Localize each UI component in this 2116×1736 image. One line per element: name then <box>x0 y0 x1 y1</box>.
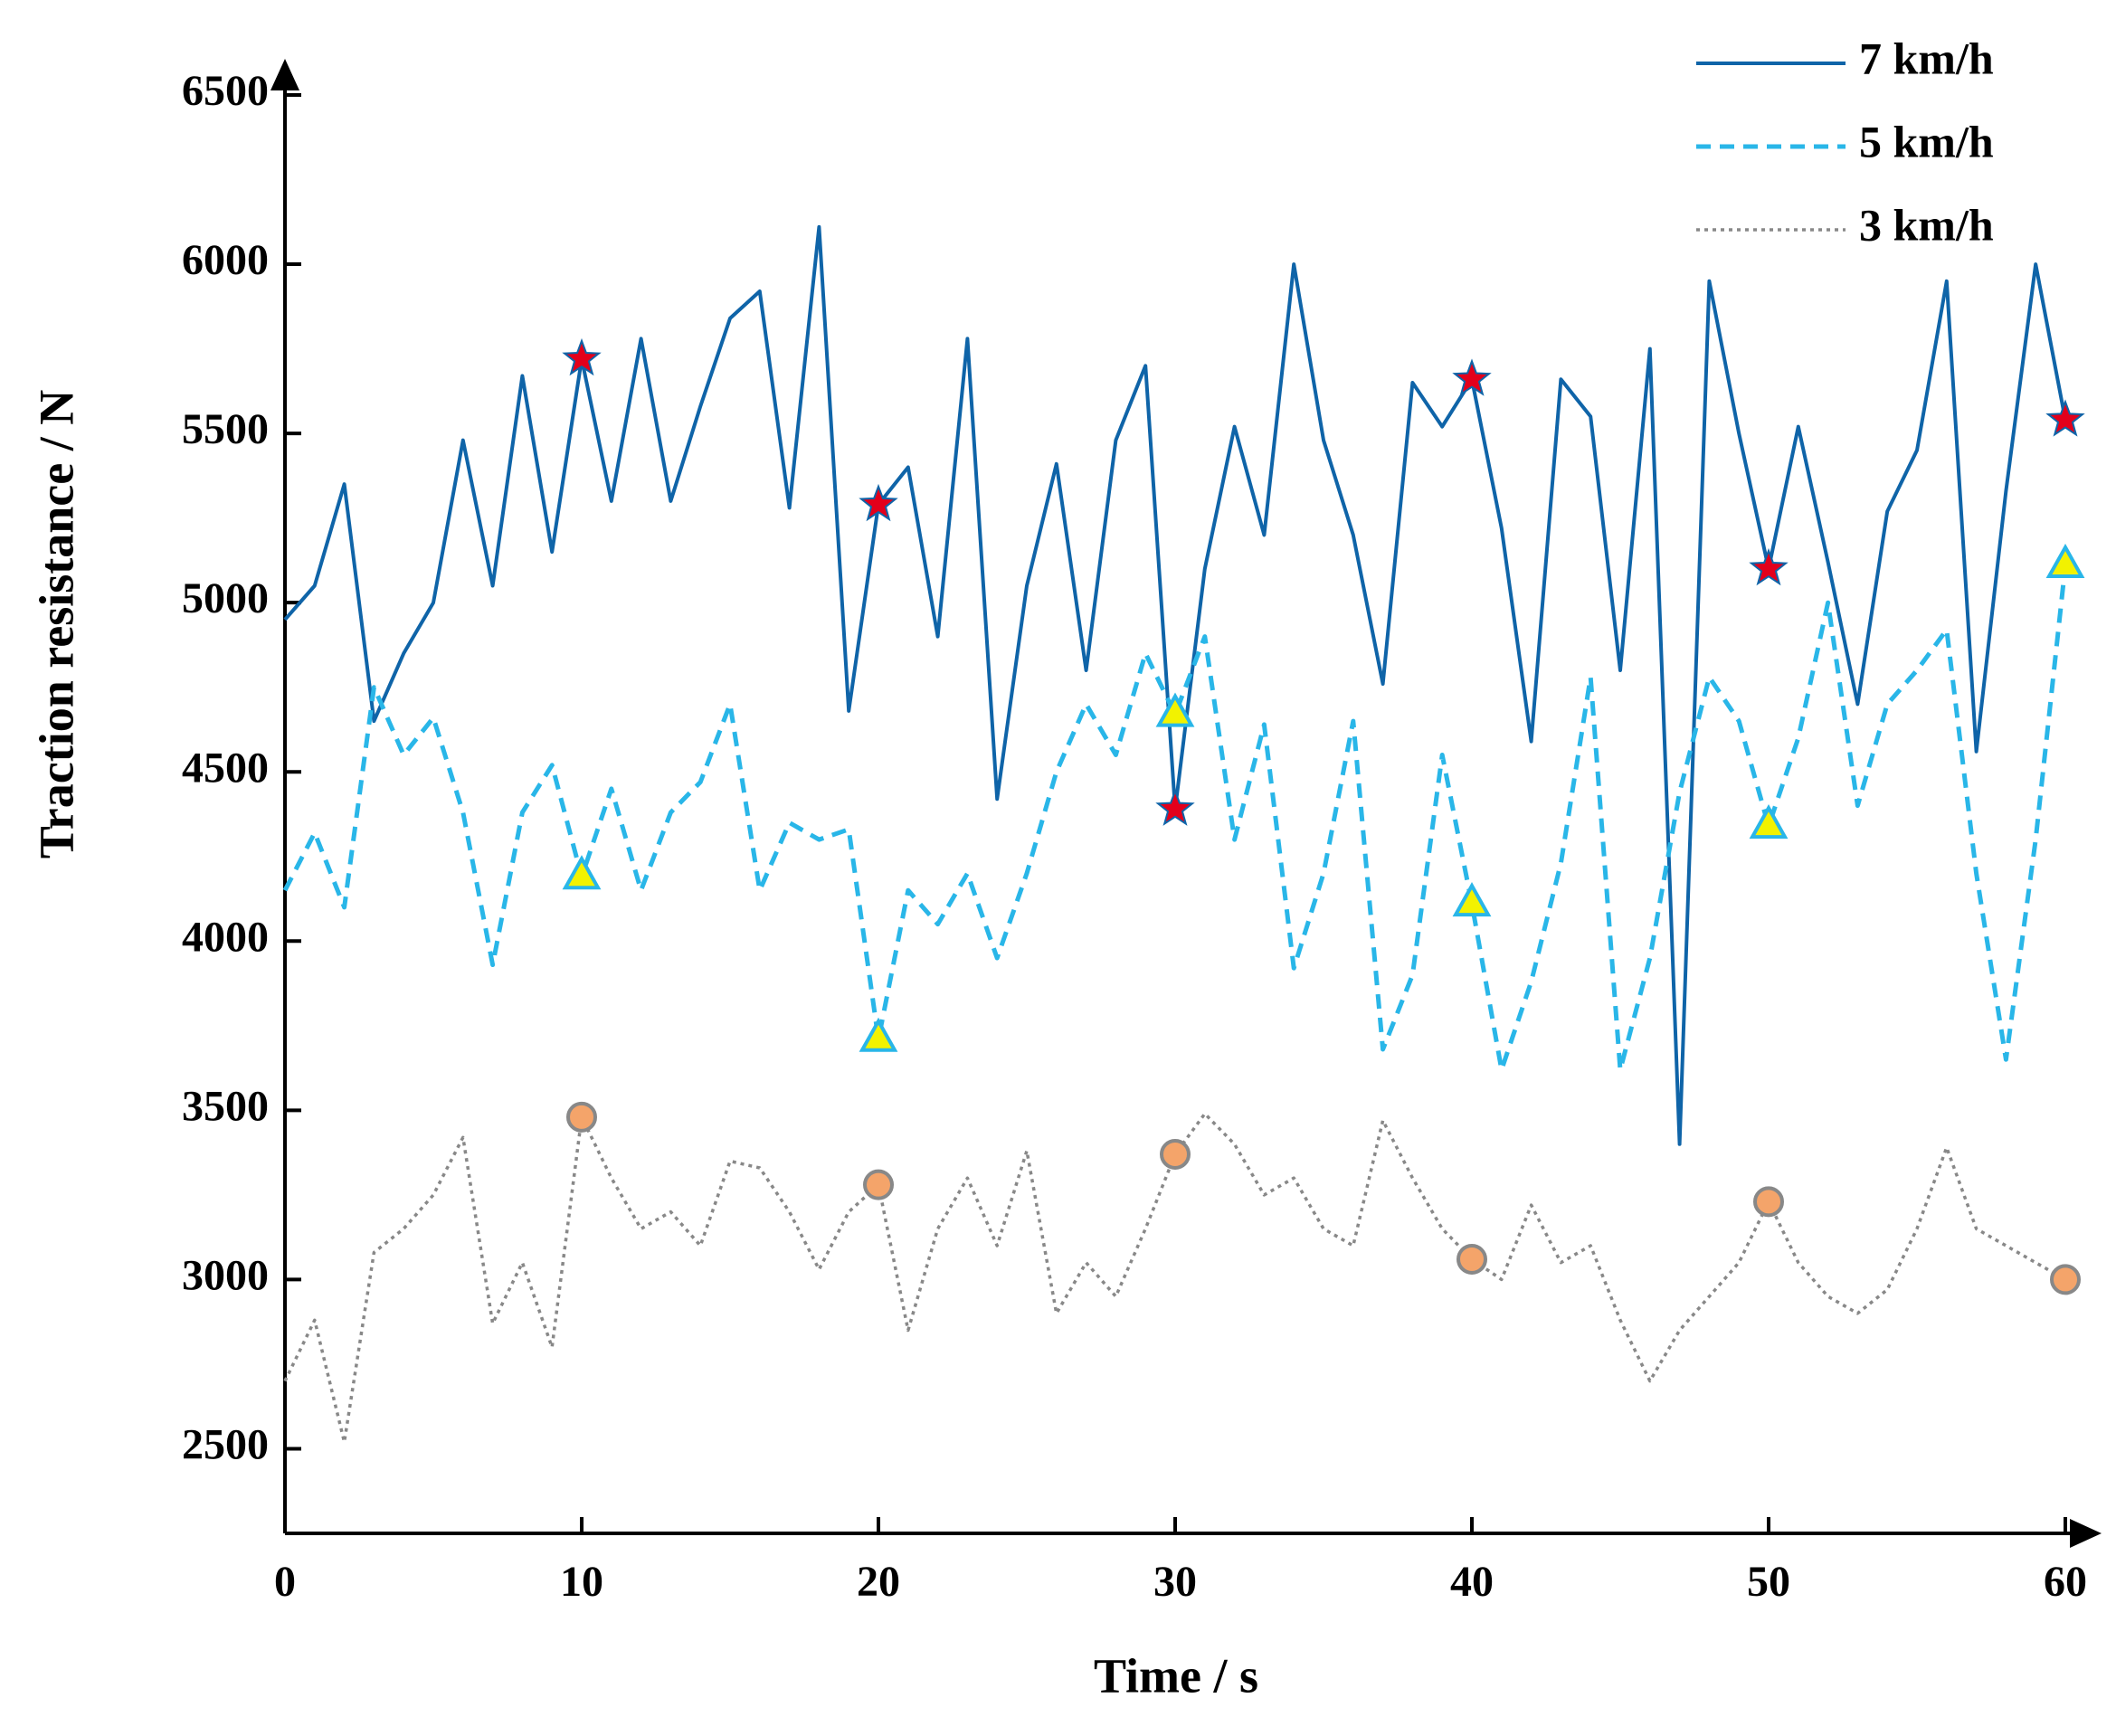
star-marker <box>2045 399 2085 437</box>
x-tick-label: 10 <box>560 1558 603 1606</box>
x-axis-arrow <box>2070 1519 2102 1548</box>
x-tick-label: 40 <box>1450 1558 1494 1606</box>
x-tick-label: 20 <box>857 1558 900 1606</box>
triangle-marker <box>2045 543 2085 579</box>
y-tick-label: 2500 <box>182 1420 269 1468</box>
y-tick-label: 5000 <box>182 574 269 622</box>
legend-label: 7 km/h <box>1859 33 1994 83</box>
legend-label: 5 km/h <box>1859 116 1994 166</box>
circle-marker <box>1457 1243 1487 1275</box>
y-tick-label: 6500 <box>182 67 269 115</box>
y-tick-label: 3500 <box>182 1082 269 1130</box>
circle-marker <box>1160 1138 1191 1170</box>
y-tick-label: 6000 <box>182 236 269 284</box>
star-marker <box>1452 358 1492 396</box>
x-tick-label: 0 <box>274 1558 296 1606</box>
x-tick-label: 30 <box>1153 1558 1197 1606</box>
circle-marker <box>863 1169 894 1200</box>
x-axis-title: Time / s <box>1094 1648 1258 1703</box>
circle-marker <box>566 1101 597 1133</box>
x-tick-label: 50 <box>1747 1558 1790 1606</box>
star-marker <box>859 483 898 522</box>
triangle-marker <box>1155 692 1195 727</box>
y-tick-label: 3000 <box>182 1251 269 1299</box>
circle-marker <box>2050 1264 2081 1295</box>
star-marker <box>1749 547 1789 586</box>
circle-marker <box>1753 1186 1784 1218</box>
y-tick-label: 4000 <box>182 913 269 961</box>
triangle-marker <box>562 855 602 890</box>
x-tick-label: 60 <box>2044 1558 2087 1606</box>
triangle-marker <box>859 1017 898 1052</box>
y-tick-label: 5500 <box>182 405 269 453</box>
y-axis-arrow <box>270 59 299 90</box>
triangle-marker <box>1452 882 1492 917</box>
legend-label: 3 km/h <box>1859 199 1994 250</box>
triangle-marker <box>1749 804 1789 840</box>
star-marker <box>1155 788 1195 826</box>
y-axis-title: Traction resistance / N <box>29 390 83 859</box>
y-tick-label: 4500 <box>182 744 269 792</box>
star-marker <box>562 337 602 376</box>
series-line <box>283 224 2067 1146</box>
